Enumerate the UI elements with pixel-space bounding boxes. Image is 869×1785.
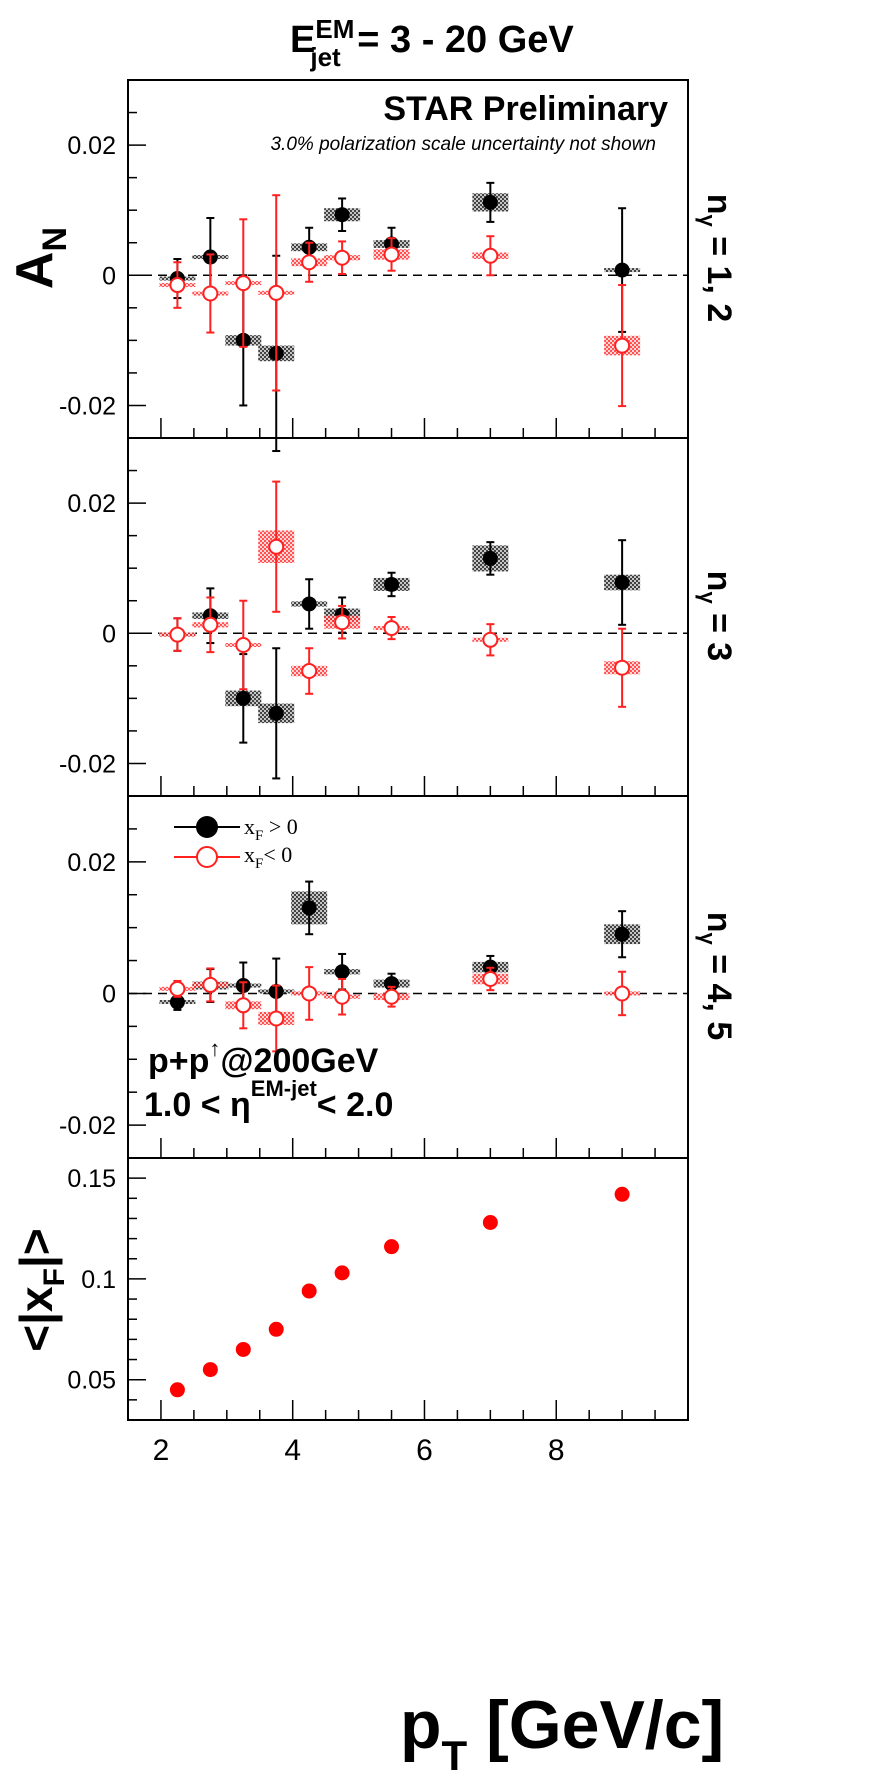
- y-tick-label: -0.02: [59, 750, 116, 778]
- point-xf-positive: [482, 550, 498, 566]
- x-tick-label: 4: [284, 1434, 301, 1467]
- point-xf-negative: [614, 337, 631, 354]
- x-tick-label: 8: [548, 1434, 565, 1467]
- legend: xF > 0 xF< 0: [174, 814, 298, 872]
- point-xf-negative: [301, 254, 318, 271]
- point-mean-xf: [268, 1321, 284, 1337]
- point-mean-xf: [614, 1186, 630, 1202]
- point-xf-positive: [482, 194, 498, 210]
- point-xf-negative: [482, 247, 499, 264]
- panel-1-ngamma-label: nγ = 1, 2: [695, 194, 738, 323]
- point-xf-positive: [301, 900, 317, 916]
- legend-pos-label: xF > 0: [244, 814, 298, 844]
- point-xf-positive: [614, 926, 630, 942]
- point-xf-negative: [202, 976, 219, 993]
- point-xf-negative: [614, 659, 631, 676]
- panel-1-plot: 0.02 0 -0.02: [59, 111, 688, 453]
- point-xf-negative: [301, 663, 318, 680]
- panel-4-frame: [127, 1157, 689, 1421]
- panel-4-plot: 0.15 0.1 0.05 2 4 6 8: [67, 1165, 656, 1467]
- point-xf-positive: [334, 207, 350, 223]
- point-mean-xf: [169, 1382, 185, 1398]
- point-xf-negative: [482, 631, 499, 648]
- point-mean-xf: [334, 1265, 350, 1281]
- point-xf-negative: [202, 616, 219, 633]
- x-tick-label: 6: [416, 1434, 433, 1467]
- point-xf-negative: [268, 1010, 285, 1027]
- figure-title: EEM jet = 3 - 20 GeV: [290, 14, 574, 72]
- panel-2-ngamma-label: nγ = 3: [695, 571, 738, 662]
- point-xf-negative: [235, 636, 252, 653]
- point-xf-negative: [235, 275, 252, 292]
- y-tick-label: 0: [102, 262, 116, 290]
- x-tick-label: 2: [153, 1434, 170, 1467]
- legend-neg-marker: [196, 846, 218, 868]
- y-tick-label: 0.02: [67, 849, 116, 877]
- xf-axis-label: <|xF|>: [10, 1228, 71, 1351]
- panel-3-plot: 0.02 0 -0.02: [59, 828, 688, 1158]
- point-xf-negative: [383, 620, 400, 637]
- an-axis-label: AN: [6, 227, 74, 289]
- point-xf-positive: [301, 596, 317, 612]
- y-tick-label: 0.02: [67, 132, 116, 160]
- y-tick-label: 0.02: [67, 490, 116, 518]
- y-tick-label: 0.15: [67, 1165, 116, 1193]
- legend-pos-marker: [196, 816, 218, 838]
- point-xf-negative: [334, 249, 351, 266]
- point-mean-xf: [482, 1214, 498, 1230]
- y-tick-label: 0: [102, 620, 116, 648]
- point-xf-positive: [235, 690, 251, 706]
- eta-range-label: 1.0 < ηEM-jet< 2.0: [144, 1076, 393, 1124]
- panel-3-ngamma-label: nγ = 4, 5: [695, 912, 738, 1041]
- point-xf-positive: [384, 576, 400, 592]
- point-xf-positive: [169, 994, 185, 1010]
- point-xf-negative: [614, 985, 631, 1002]
- point-xf-negative: [268, 284, 285, 301]
- panel-2-plot: 0.02 0 -0.02: [59, 469, 688, 796]
- point-mean-xf: [301, 1283, 317, 1299]
- y-tick-label: 0.05: [67, 1367, 116, 1395]
- star-preliminary-label: STAR Preliminary: [383, 90, 668, 128]
- point-xf-negative: [202, 285, 219, 302]
- point-xf-negative: [334, 614, 351, 631]
- point-xf-negative: [383, 246, 400, 263]
- point-xf-negative: [268, 538, 285, 555]
- legend-neg-label: xF< 0: [244, 842, 292, 872]
- point-xf-positive: [614, 575, 630, 591]
- point-xf-negative: [301, 985, 318, 1002]
- point-xf-positive: [614, 262, 630, 278]
- point-xf-negative: [482, 970, 499, 987]
- point-mean-xf: [202, 1362, 218, 1378]
- y-tick-label: 0: [102, 980, 116, 1008]
- y-tick-label: 0.1: [81, 1266, 116, 1294]
- point-xf-negative: [235, 997, 252, 1014]
- pt-axis-label: pT [GeV/c]: [400, 1687, 724, 1779]
- point-mean-xf: [235, 1341, 251, 1357]
- point-xf-negative: [383, 988, 400, 1005]
- y-tick-label: -0.02: [59, 392, 116, 420]
- point-xf-negative: [334, 988, 351, 1005]
- polarization-note: 3.0% polarization scale uncertainty not …: [270, 134, 656, 155]
- point-mean-xf: [384, 1239, 400, 1255]
- point-xf-negative: [169, 277, 186, 294]
- point-xf-negative: [169, 980, 186, 997]
- point-xf-negative: [169, 626, 186, 643]
- y-tick-label: -0.02: [59, 1112, 116, 1140]
- point-xf-positive: [268, 705, 284, 721]
- collision-label: p+p↑@200GeV: [148, 1036, 379, 1080]
- point-xf-positive: [334, 964, 350, 980]
